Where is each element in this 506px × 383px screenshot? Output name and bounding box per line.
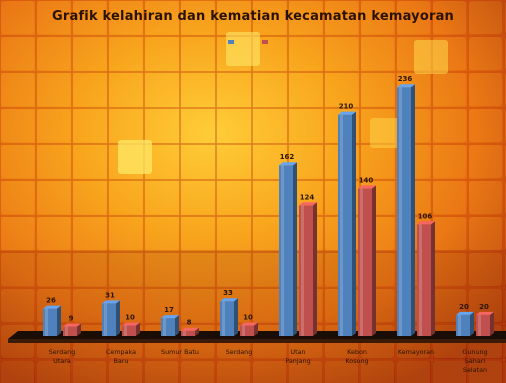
category-label-7: Gunung Sahari Selatan	[462, 348, 487, 374]
legend-swatch-1	[262, 40, 268, 44]
value-label-0-6: 236	[398, 75, 413, 83]
value-label-0-0: 26	[46, 297, 56, 305]
bar-0-6	[397, 84, 415, 336]
bar-0-1	[102, 300, 120, 336]
value-label-0-3: 33	[223, 289, 233, 297]
value-label-0-1: 31	[105, 291, 115, 299]
legend	[228, 40, 268, 44]
bar-1-4	[299, 202, 317, 336]
bar-0-3	[220, 298, 238, 336]
chart-title: Grafik kelahiran dan kematian kecamatan …	[52, 9, 454, 24]
value-label-0-2: 17	[164, 306, 174, 314]
category-label-2: Sumur Batu	[161, 348, 199, 356]
value-label-1-4: 124	[300, 193, 315, 201]
bar-1-2	[181, 327, 199, 336]
bar-0-4	[279, 162, 297, 336]
value-label-1-1: 10	[125, 313, 135, 321]
bar-1-5	[358, 185, 376, 336]
value-labels-layer: 26 9 31 10 17 8 33 10 162 124 210 140 236 106 20 20	[46, 75, 489, 327]
value-label-1-7: 20	[479, 303, 489, 311]
value-label-0-7: 20	[459, 303, 469, 311]
value-label-1-3: 10	[243, 313, 253, 321]
category-label-5: Kebon Kosong	[345, 348, 368, 365]
category-labels-layer: Serdang Utara Cempaka Baru Sumur Batu Serdang…	[49, 348, 488, 374]
value-label-1-0: 9	[69, 315, 74, 323]
bar-1-0	[63, 323, 81, 336]
bar-1-7	[476, 311, 494, 336]
bar-1-3	[240, 322, 258, 336]
value-label-1-6: 106	[418, 212, 433, 220]
bar-1-1	[122, 322, 140, 336]
value-label-0-5: 210	[339, 103, 354, 111]
floor-edge	[8, 339, 506, 343]
value-label-0-4: 162	[280, 153, 295, 161]
value-label-1-2: 8	[187, 319, 192, 327]
category-label-3: Serdang	[226, 348, 253, 356]
bars-layer	[43, 84, 494, 336]
legend-swatch-0	[228, 40, 234, 44]
category-label-4: Utan Panjang	[285, 348, 310, 365]
bar-0-0	[43, 305, 61, 336]
category-label-1: Cempaka Baru	[106, 348, 136, 365]
category-label-6: Kemayoran	[398, 348, 434, 356]
category-label-0: Serdang Utara	[49, 348, 76, 365]
bar-0-2	[161, 315, 179, 336]
value-label-1-5: 140	[359, 176, 374, 184]
bar-0-7	[456, 311, 474, 336]
bar-1-6	[417, 221, 435, 336]
bar-0-5	[338, 111, 356, 336]
